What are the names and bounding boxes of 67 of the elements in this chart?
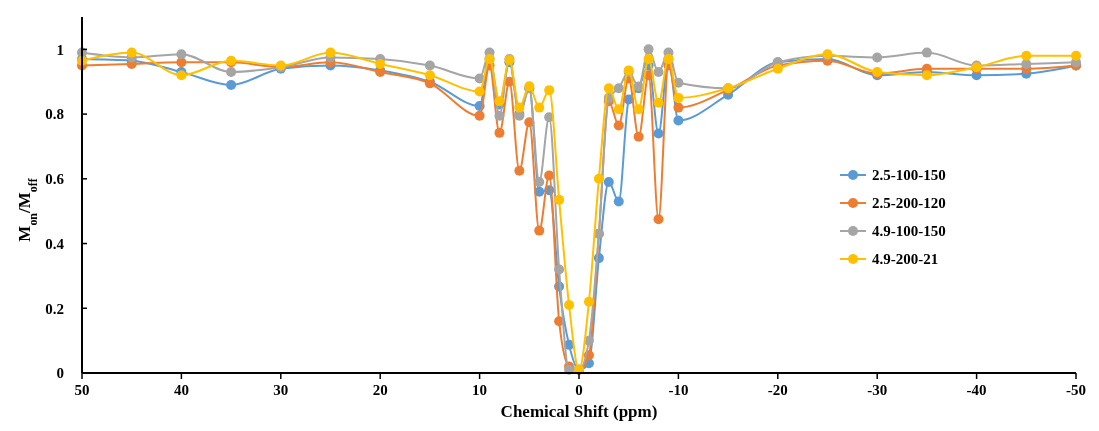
- point: [603, 177, 614, 188]
- y-tick-label: 0: [56, 365, 64, 382]
- y-tick-label: 0.6: [45, 171, 65, 188]
- point: [673, 92, 684, 103]
- x-tick-label: 20: [372, 382, 388, 398]
- point: [564, 300, 575, 311]
- point: [554, 194, 565, 205]
- point: [603, 83, 614, 94]
- x-tick-label: 40: [173, 382, 189, 398]
- point: [514, 102, 525, 113]
- point: [633, 131, 644, 142]
- point: [375, 58, 386, 69]
- point: [474, 110, 485, 121]
- point: [613, 120, 624, 131]
- point: [544, 170, 555, 181]
- point: [126, 47, 137, 58]
- y-tick-label: 1: [56, 41, 64, 58]
- point: [643, 44, 654, 55]
- point: [554, 264, 565, 275]
- legend-label: 4.9-200-21: [872, 251, 939, 268]
- point: [494, 110, 505, 121]
- point: [534, 177, 545, 188]
- point: [653, 214, 664, 225]
- point: [872, 52, 883, 63]
- x-tick-label: -30: [867, 382, 888, 398]
- point: [514, 165, 525, 176]
- point: [593, 173, 604, 184]
- x-tick-label: 50: [74, 382, 90, 398]
- x-tick-label: -10: [668, 382, 689, 398]
- point: [1021, 50, 1032, 61]
- x-axis-title: Chemical Shift (ppm): [500, 402, 658, 421]
- legend-label: 2.5-200-120: [872, 195, 946, 212]
- legend-label: 4.9-100-150: [872, 223, 946, 240]
- point: [673, 102, 684, 113]
- point: [534, 102, 545, 113]
- point: [226, 79, 237, 90]
- point: [653, 67, 664, 78]
- point: [613, 196, 624, 207]
- y-tick-label: 0.8: [45, 106, 64, 123]
- point: [544, 85, 555, 96]
- x-tick-label: 0: [575, 382, 583, 398]
- point: [583, 296, 594, 307]
- point: [474, 86, 485, 97]
- point: [653, 97, 664, 108]
- point: [921, 70, 932, 81]
- point: [534, 225, 545, 236]
- y-tick-label: 0.4: [45, 235, 65, 252]
- x-tick-label: 30: [273, 382, 289, 398]
- point: [643, 54, 654, 65]
- point: [424, 70, 435, 81]
- legend-label: 2.5-100-150: [872, 167, 946, 184]
- point: [633, 104, 644, 115]
- point: [673, 115, 684, 126]
- y-tick-label: 0.2: [45, 300, 64, 317]
- point: [176, 49, 187, 60]
- point: [613, 104, 624, 115]
- x-tick-label: 10: [472, 382, 488, 398]
- x-tick-label: -20: [767, 382, 788, 398]
- x-tick-label: -40: [966, 382, 987, 398]
- point: [424, 60, 435, 71]
- x-tick-label: -50: [1066, 382, 1086, 398]
- point: [613, 83, 624, 94]
- point: [1071, 50, 1081, 61]
- point: [494, 127, 505, 138]
- point: [921, 47, 932, 58]
- point: [325, 47, 336, 58]
- point: [226, 67, 237, 78]
